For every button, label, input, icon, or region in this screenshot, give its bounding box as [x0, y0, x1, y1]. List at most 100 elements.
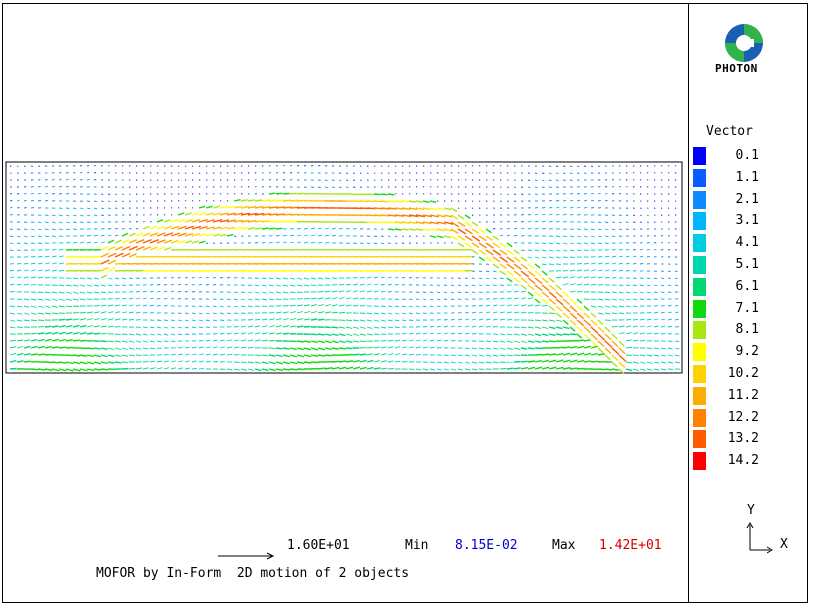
vector-arrow	[142, 221, 146, 223]
vector-arrow	[569, 326, 576, 332]
vector-arrow	[51, 185, 55, 188]
vector-arrow	[51, 325, 59, 328]
vector-arrow	[121, 333, 128, 336]
vector-arrow	[107, 304, 114, 307]
vector-arrow	[499, 263, 508, 270]
vector-arrow	[611, 340, 619, 348]
vector-arrow	[555, 235, 561, 237]
vector-arrow	[492, 340, 499, 343]
vector-arrow	[338, 283, 345, 286]
vector-arrow	[562, 269, 569, 272]
vector-arrow	[541, 340, 549, 343]
vector-arrow	[240, 339, 247, 342]
legend-value: 13.2	[727, 431, 759, 447]
vector-arrow	[100, 347, 108, 350]
vector-arrow	[72, 324, 80, 328]
vector-arrow	[394, 360, 401, 363]
vector-arrow	[569, 352, 578, 356]
vector-arrow	[415, 332, 421, 335]
vector-arrow	[72, 291, 79, 294]
vector-arrow	[128, 277, 133, 280]
vector-arrow	[296, 234, 302, 237]
vector-arrow	[583, 326, 591, 334]
footer-caption: MOFOR by In-Form 2D motion of 2 objects	[96, 566, 410, 581]
vector-arrow	[646, 361, 653, 364]
vector-arrow	[646, 291, 651, 294]
vector-arrow	[464, 368, 471, 371]
vector-arrow	[289, 241, 295, 244]
vector-arrow	[142, 333, 148, 336]
vector-arrow	[107, 311, 114, 314]
vector-arrow	[373, 200, 382, 203]
vector-arrow	[604, 333, 612, 341]
vector-arrow	[72, 214, 77, 217]
vector-arrow	[58, 228, 63, 231]
vector-arrow	[499, 234, 503, 237]
vector-arrow	[464, 277, 468, 280]
vector-arrow	[569, 290, 576, 293]
legend-item: 11.2	[693, 384, 773, 405]
vector-arrow	[534, 270, 542, 277]
vector-arrow	[443, 284, 447, 286]
vector-arrow	[114, 326, 121, 328]
vector-arrow	[261, 298, 267, 301]
vector-arrow	[170, 239, 179, 244]
vector-arrow	[555, 312, 562, 318]
vector-arrow	[205, 212, 214, 216]
vector-arrow	[135, 340, 142, 343]
vector-arrow	[506, 234, 511, 237]
vector-arrow	[135, 227, 139, 230]
vector-arrow	[401, 305, 406, 308]
vector-arrow	[135, 333, 142, 336]
vector-arrow	[464, 242, 472, 248]
vector-arrow	[30, 319, 38, 322]
vector-arrow	[268, 368, 276, 372]
vector-arrow	[51, 298, 58, 301]
vector-arrow	[72, 354, 81, 357]
vector-arrow	[93, 214, 98, 217]
vector-arrow	[583, 192, 587, 195]
vector-arrow	[233, 339, 240, 342]
vector-arrow	[296, 284, 303, 287]
vector-arrow	[37, 228, 42, 231]
vector-arrow	[310, 186, 314, 188]
vector-arrow	[30, 368, 39, 371]
vector-arrow	[191, 276, 195, 279]
vector-arrow	[408, 353, 415, 356]
vector-arrow	[275, 332, 283, 335]
vector-arrow	[30, 186, 34, 188]
vector-arrow	[184, 353, 190, 356]
vector-arrow	[569, 165, 573, 168]
vector-arrow	[576, 283, 583, 286]
vector-arrow	[387, 326, 393, 329]
vector-arrow	[303, 277, 310, 280]
vector-arrow	[380, 193, 388, 196]
legend-swatch	[693, 408, 706, 427]
vector-arrow	[205, 319, 210, 322]
legend-item: 2.1	[693, 188, 773, 209]
vector-arrow	[520, 263, 529, 270]
vector-arrow	[275, 347, 283, 350]
vector-arrow	[79, 318, 87, 321]
vector-arrow	[254, 318, 261, 321]
vector-arrow	[149, 333, 155, 336]
vector-arrow	[401, 353, 408, 356]
vector-arrow	[611, 235, 616, 238]
vector-arrow	[415, 339, 421, 342]
vector-arrow	[527, 284, 535, 291]
vector-arrow	[177, 290, 182, 293]
vector-arrow	[30, 345, 38, 349]
vector-arrow	[548, 206, 553, 209]
vector-arrow	[345, 297, 352, 300]
vector-arrow	[9, 319, 16, 322]
vector-arrow	[499, 304, 505, 307]
vector-arrow	[359, 340, 367, 343]
vector-arrow	[317, 277, 324, 280]
vector-arrow	[23, 333, 31, 335]
vector-arrow	[282, 361, 291, 365]
vector-arrow	[471, 242, 480, 249]
vector-arrow	[324, 186, 328, 189]
vector-arrow	[9, 367, 17, 370]
vector-arrow	[394, 312, 400, 315]
vector-arrow	[184, 367, 191, 370]
